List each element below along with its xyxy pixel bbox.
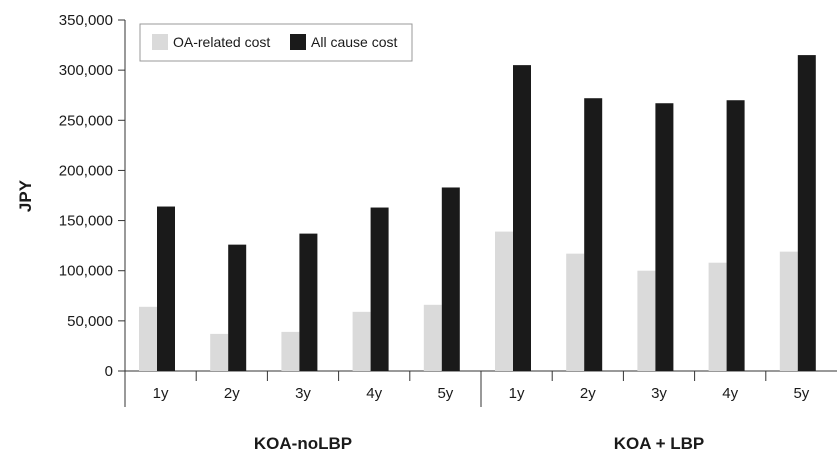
bar-all-cause-cost <box>441 187 460 371</box>
y-tick-label: 200,000 <box>59 162 113 179</box>
legend: OA-related cost All cause cost <box>139 23 413 62</box>
bar-all-cause-cost <box>797 55 816 371</box>
x-tick-label: 5y <box>437 385 453 402</box>
bar-oa-related-cost <box>423 304 442 371</box>
bar-all-cause-cost <box>370 207 389 371</box>
legend-label: OA-related cost <box>173 34 270 50</box>
x-tick-label: 4y <box>722 385 738 402</box>
group-label: KOA + LBP <box>614 434 705 453</box>
bar-all-cause-cost <box>584 98 603 372</box>
group-label: KOA-noLBP <box>254 434 352 453</box>
x-tick-label: 2y <box>580 385 596 402</box>
bar-oa-related-cost <box>281 331 300 371</box>
legend-box <box>139 23 413 62</box>
bar-all-cause-cost <box>157 206 175 371</box>
bar-all-cause-cost <box>228 244 247 371</box>
x-tick-label: 4y <box>366 385 382 402</box>
bar-oa-related-cost <box>566 253 585 371</box>
y-tick-label: 0 <box>105 363 113 380</box>
legend-label: All cause cost <box>311 34 397 50</box>
x-tick-label: 1y <box>153 385 169 402</box>
x-tick-label: 3y <box>651 385 667 402</box>
y-tick-label: 300,000 <box>59 62 113 79</box>
legend-swatch <box>290 34 306 50</box>
x-axis: 1y 2y 3y 4y 5y 1y 2y 3y 4y 5y KOA-noLBP KOA + LBP <box>124 370 837 453</box>
x-tick-label: 2y <box>224 385 240 402</box>
bar-oa-related-cost <box>779 251 798 371</box>
x-tick-label: 1y <box>509 385 525 402</box>
bars <box>139 55 816 372</box>
x-tick-label: 5y <box>793 385 809 402</box>
y-tick-label: 350,000 <box>59 12 113 29</box>
bar-oa-related-cost <box>495 231 513 371</box>
bar-oa-related-cost <box>352 311 371 371</box>
bar-oa-related-cost <box>708 262 727 371</box>
y-tick-label: 100,000 <box>59 263 113 280</box>
y-axis-title: JPY <box>16 179 35 212</box>
bar-oa-related-cost <box>139 306 157 371</box>
bar-all-cause-cost <box>513 65 531 371</box>
bar-oa-related-cost <box>210 333 229 371</box>
bar-oa-related-cost <box>637 270 656 371</box>
x-tick-label: 3y <box>295 385 311 402</box>
legend-swatch <box>152 34 168 50</box>
y-tick-label: 150,000 <box>59 213 113 230</box>
y-tick-label: 250,000 <box>59 112 113 129</box>
bar-all-cause-cost <box>299 233 318 371</box>
bar-all-cause-cost <box>726 100 745 371</box>
y-tick-label: 50,000 <box>67 313 113 330</box>
bar-all-cause-cost <box>655 103 674 371</box>
y-axis: 0 50,000 100,000 150,000 200,000 250,000 300,0… <box>59 12 126 380</box>
